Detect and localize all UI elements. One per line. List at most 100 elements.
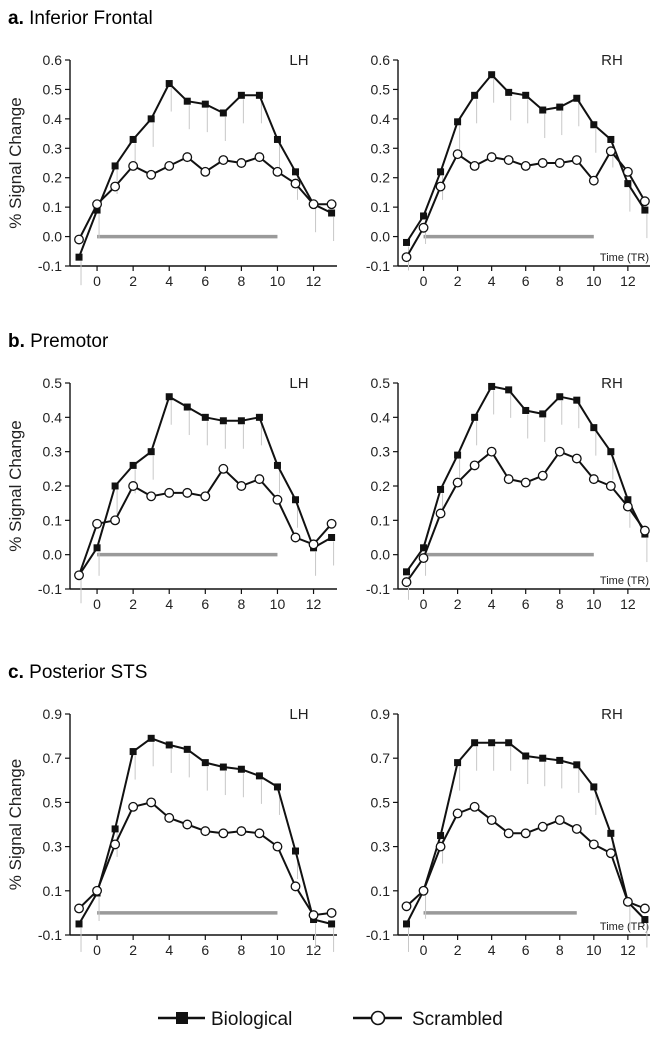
panel-a-rh-scrambled-point (588, 175, 599, 186)
panel-a-rh-ytick-label: 0.1 (371, 199, 391, 215)
section-b-letter: b. (8, 331, 25, 352)
panel-a-rh-xtick-label: 6 (522, 273, 530, 289)
panel-a-rh-biological-point (420, 212, 428, 220)
panel-a-rh-scrambled-point (554, 158, 565, 168)
panel-c-lh-xtick-label: 4 (165, 942, 173, 958)
panel-b-rh-xtick-label: 6 (522, 596, 530, 612)
panel-a-lh: -0.1 0.0 0.1 0.2 0.3 0.4 0.5 0.6 0 2 4 6 8 10 12 LH % Si… (6, 52, 337, 289)
panel-a-rh-ytick-label: 0.4 (371, 111, 391, 127)
panel-c-lh-scrambled-point (308, 910, 319, 921)
panel-c-rh-biological-point (539, 754, 547, 762)
panel-a-lh-ytick-label: 0.2 (43, 170, 63, 186)
panel-a-lh-ytick-label: 0.1 (43, 199, 63, 215)
panel-c-lh-scrambled-point (290, 881, 301, 892)
section-a-letter: a. (8, 8, 24, 29)
panel-a-rh-biological-point (607, 135, 615, 143)
panel-a-lh-hemisphere-label: LH (289, 52, 308, 69)
panel-a-rh-scrambled-point (486, 152, 497, 163)
panel-b-lh-ytick-label: 0.3 (43, 444, 63, 460)
panel-b-rh-ytick-label: -0.1 (366, 581, 390, 597)
panel-c-rh-xtick-label: 4 (488, 942, 496, 958)
panel-c-rh-scrambled-point (435, 841, 446, 852)
panel-c-lh-biological-point (273, 783, 281, 791)
panel-a-lh-xtick-label: 8 (237, 273, 245, 289)
panel-b-rh-biological-point (420, 544, 428, 552)
panel-b-lh-y-axis-title: % Signal Change (6, 420, 25, 551)
panel-b-rh-scrambled-point (622, 501, 633, 512)
panel-b-lh-ytick-label: 0.0 (43, 547, 63, 563)
panel-c-rh-scrambled-point (452, 808, 463, 819)
panel-c-rh-ytick-label: -0.1 (366, 927, 390, 943)
panel-c-lh-ytick-label: 0.7 (43, 750, 63, 766)
panel-b-rh-scrambled-point (452, 477, 463, 488)
panel-c-rh-xtick-label: 0 (420, 942, 428, 958)
panel-c-rh-xtick-label: 6 (522, 942, 530, 958)
panel-c-lh-ytick-label: 0.3 (43, 839, 63, 855)
panel-b-lh-biological-point (292, 496, 300, 504)
panel-a-rh-xtick-label: 4 (488, 273, 496, 289)
panel-c-lh-biological-point (201, 759, 209, 767)
panel-b-rh-scrambled-point (503, 474, 514, 485)
panel-b-lh-scrambled-point (254, 474, 265, 485)
panel-b-lh-scrambled-point (128, 481, 139, 491)
panel-a-rh-biological-point (641, 206, 649, 214)
panel-c-rh-scrambled-point (622, 896, 633, 907)
panel-b-rh-biological-point (522, 406, 530, 414)
section-c-title: c. Posterior STS (8, 662, 147, 683)
panel-a-lh-xtick-label: 6 (201, 273, 209, 289)
panel-c-lh-xtick-label: 12 (306, 942, 322, 958)
panel-c-rh-biological-point (641, 916, 649, 924)
panel-a-lh-scrambled-point (218, 155, 229, 166)
panel-a-rh-scrambled-point (469, 160, 480, 171)
panel-c-rh-ytick-label: 0.3 (371, 839, 391, 855)
panel-a-lh-scrambled-point (182, 152, 193, 163)
panel-a-lh-biological-point (273, 135, 281, 143)
panel-c-rh-scrambled-point (503, 828, 514, 839)
panel-a-rh-scrambled-point (435, 181, 446, 192)
panel-c-rh-biological-point (573, 761, 581, 769)
panel-a-rh-biological-point (505, 88, 513, 96)
legend-biological-marker (176, 1012, 188, 1024)
panel-b-lh-biological-point (183, 403, 191, 411)
panel-c-lh-biological-point (75, 920, 83, 928)
panel-a-lh-xtick-label: 12 (306, 273, 322, 289)
panel-c-rh-scrambled-point (588, 839, 599, 850)
panel-c-rh-biological-point (505, 739, 513, 747)
panel-b-rh-xtick-label: 4 (488, 596, 496, 612)
panel-a-rh-ytick-label: 0.0 (371, 229, 391, 245)
panel-a-rh-scrambled-point (452, 149, 463, 160)
panel-a-lh-ytick-label: 0.3 (43, 140, 63, 156)
panel-c-rh-biological-point (437, 832, 445, 840)
panel-a-rh-xtick-label: 2 (454, 273, 462, 289)
panel-b-rh-xtick-label: 12 (620, 596, 636, 612)
panel-c-lh-xtick-label: 8 (237, 942, 245, 958)
panel-c-lh-y-axis-title: % Signal Change (6, 759, 25, 890)
panel-b-lh-xtick-label: 6 (201, 596, 209, 612)
panel-b-lh-hemisphere-label: LH (289, 375, 308, 392)
panel-a-lh-biological-point (292, 168, 300, 176)
panel-b-lh-biological-point (273, 461, 281, 469)
panel-c-lh-scrambled-point (218, 828, 229, 839)
panel-a-rh-biological-point (590, 121, 598, 129)
panel-a-rh-biological-point (539, 106, 547, 114)
panel-b-rh-xtick-label: 8 (556, 596, 564, 612)
panel-c-rh-biological-point (454, 759, 462, 767)
legend-biological-label: Biological (211, 1009, 292, 1030)
panel-c-rh-ytick-label: 0.7 (371, 750, 391, 766)
panel-b-rh-ytick-label: 0.5 (371, 375, 391, 391)
section-b-title: b. Premotor (8, 331, 109, 352)
panel-a-rh-biological-point (624, 180, 632, 188)
panel-a-rh-scrambled-point (401, 252, 412, 263)
panel-a-lh-xtick-label: 4 (165, 273, 173, 289)
panel-a-lh-ytick-label: 0.0 (43, 229, 63, 245)
panel-a-rh-scrambled-point (605, 146, 616, 157)
panel-b-rh-x-axis-title: Time (TR) (600, 575, 649, 587)
section-c-name: Posterior STS (29, 662, 147, 683)
panel-c-lh-biological-point (147, 734, 155, 742)
panel-c-rh-x-axis-title: Time (TR) (600, 921, 649, 933)
panel-c-rh-scrambled-point (639, 903, 650, 914)
panel-c-lh-biological-point (292, 847, 300, 855)
panel-c-lh-biological-point (183, 745, 191, 753)
panel-b-rh-scrambled-point (418, 553, 429, 564)
